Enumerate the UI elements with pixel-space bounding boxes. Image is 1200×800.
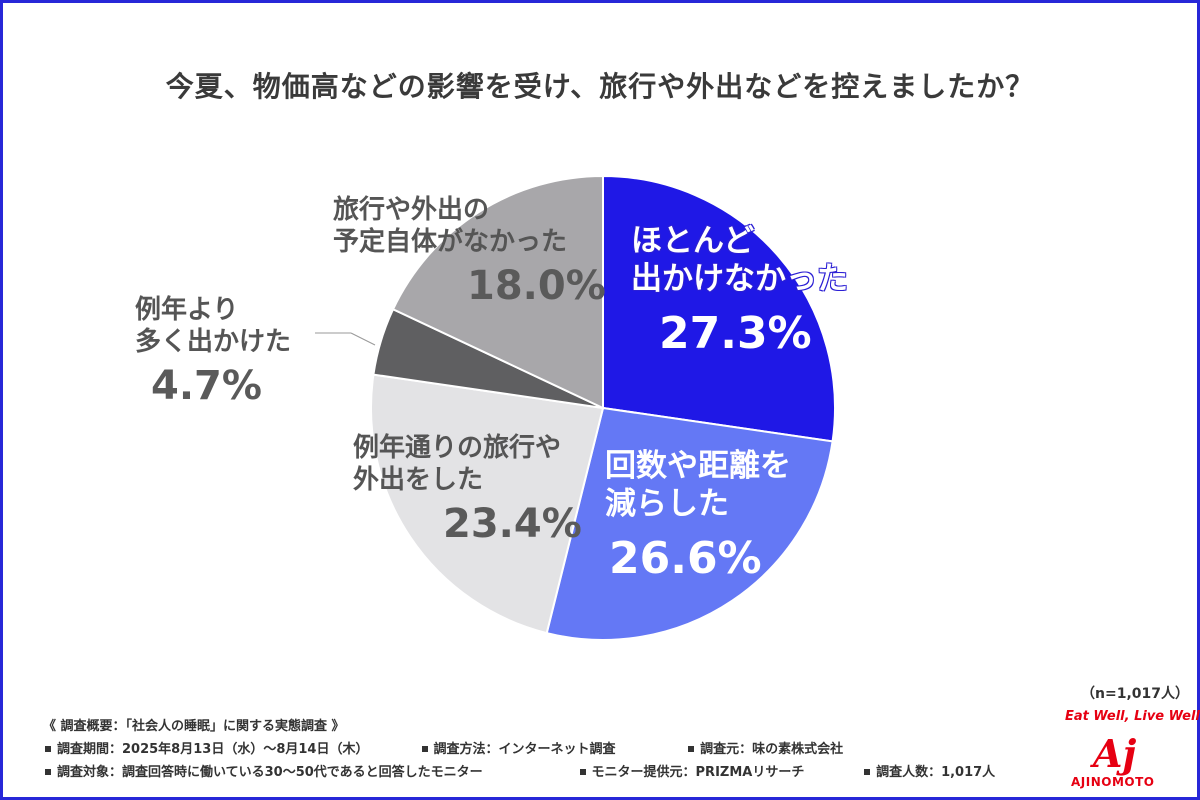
survey-overview: 《 調査概要：「社会人の睡眠」に関する実態調査 》 調査期間：2025年8月13… xyxy=(43,715,995,784)
survey-row: 調査対象：調査回答時に働いている30～50代であると回答したモニター モニター提… xyxy=(43,761,995,784)
sample-size-note: （n=1,017人） xyxy=(1081,686,1189,702)
slice-label-line: 回数や距離を xyxy=(605,448,791,484)
slice-label-line: 減らした xyxy=(605,485,729,522)
slice-label-went-out-more: 例年より 多く出かけた 4.7% xyxy=(135,295,291,411)
slice-label-as-usual: 例年通りの旅行や 外出をした 23.4% xyxy=(353,433,582,549)
bullet-square-icon xyxy=(45,768,51,775)
slice-label-line: ほとんど xyxy=(631,223,755,259)
slice-label-reduced-frequency: 回数や距離を 減らした 26.6% xyxy=(605,448,791,585)
ajinomoto-logo: Eat Well, Live Well. Aj AJINOMOTO xyxy=(1063,709,1200,793)
survey-row: 調査期間：2025年8月13日（水）～8月14日（木） 調査方法：インターネット… xyxy=(43,738,995,761)
slice-label-line: 例年通りの旅行や xyxy=(353,433,562,463)
slice-label-hardly-went-out: ほとんど 出かけなかった 27.3% xyxy=(631,223,848,360)
survey-source: 調査元：味の素株式会社 xyxy=(686,738,843,761)
slice-label-line: 多く出かけた xyxy=(135,326,292,357)
slice-label-line: 例年より xyxy=(135,295,239,325)
survey-count: 調査人数：1,017人 xyxy=(862,761,995,784)
pie-chart xyxy=(315,174,836,641)
slice-label-line: 外出をした xyxy=(353,464,484,495)
slice-label-no-plans: 旅行や外出の 予定自体がなかった 18.0% xyxy=(333,195,606,311)
logo-mark: Aj xyxy=(1093,731,1137,776)
survey-target: 調査対象：調査回答時に働いている30～50代であると回答したモニター xyxy=(43,761,573,784)
bullet-square-icon xyxy=(688,745,695,752)
pie-slice-no-plans xyxy=(391,174,604,410)
survey-method: 調査方法：インターネット調査 xyxy=(420,738,682,761)
pie-slice-reduced-frequency xyxy=(545,406,834,641)
survey-period: 調査期間：2025年8月13日（水）～8月14日（木） xyxy=(43,738,415,761)
pie-slice-hardly-went-out xyxy=(602,174,836,443)
survey-provider: モニター提供元：PRIZMAリサーチ xyxy=(578,761,858,784)
slice-label-line: 出かけなかった xyxy=(631,260,848,297)
bullet-square-icon xyxy=(421,745,428,752)
slice-label-line: 予定自体がなかった xyxy=(333,226,568,257)
logo-tagline: Eat Well, Live Well. xyxy=(1065,709,1200,724)
slice-label-line: 旅行や外出の xyxy=(333,195,490,225)
survey-heading: 《 調査概要：「社会人の睡眠」に関する実態調査 》 xyxy=(43,719,345,734)
logo-wordmark: AJINOMOTO xyxy=(1071,775,1155,789)
slice-value-label: 23.4% xyxy=(443,501,582,548)
slice-value-label: 26.6% xyxy=(609,532,762,584)
slice-value-label: 27.3% xyxy=(659,307,812,359)
bullet-square-icon xyxy=(864,768,871,775)
slice-value-label: 4.7% xyxy=(151,363,262,410)
chart-title: 今夏、物価高などの影響を受け、旅行や外出などを控えましたか？ xyxy=(165,70,1035,103)
pie-slice-as-usual xyxy=(370,373,605,635)
bullet-square-icon xyxy=(45,745,51,752)
label-leader-line-2 xyxy=(350,332,376,346)
slice-value-label: 18.0% xyxy=(467,263,606,310)
bullet-square-icon xyxy=(579,768,586,775)
